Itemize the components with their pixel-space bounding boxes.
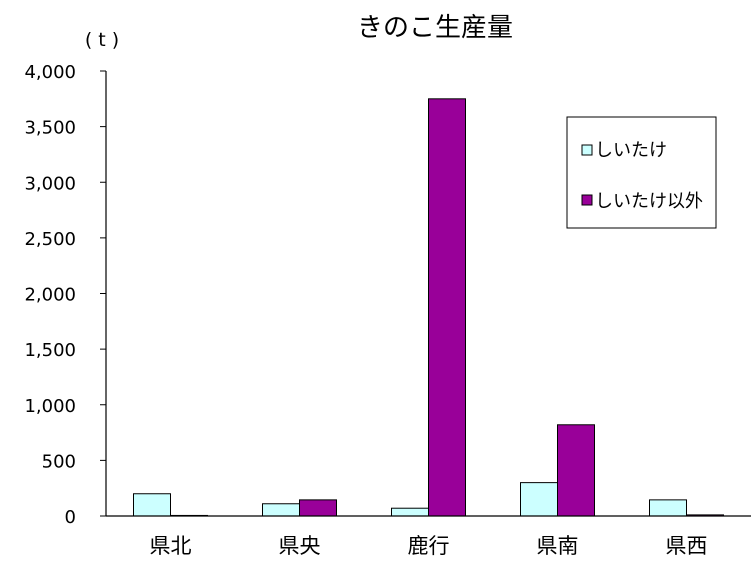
x-tick-label: 県南 (537, 534, 579, 558)
y-tick-label: 4,000 (24, 62, 76, 83)
legend-label-other: しいたけ以外 (595, 191, 703, 212)
legend-swatch-other (581, 194, 593, 206)
x-tick-label: 鹿行 (408, 534, 450, 558)
y-tick-label: 2,000 (24, 285, 76, 306)
y-tick-label: 500 (42, 451, 76, 472)
legend-swatch-shiitake (581, 144, 593, 156)
x-tick-label: 県央 (279, 534, 321, 558)
y-tick-label: 1,000 (24, 396, 76, 417)
x-tick-label: 県西 (666, 534, 708, 558)
legend-box (566, 116, 717, 229)
bar-other-3 (428, 98, 466, 517)
bar-other-2 (299, 499, 337, 517)
y-tick-label: 0 (65, 507, 76, 528)
y-tick-label: 3,000 (24, 173, 76, 194)
bar-shiitake-4 (520, 482, 558, 517)
legend: しいたけ しいたけ以外 (566, 116, 717, 229)
y-tick-label: 1,500 (24, 340, 76, 361)
bar-other-4 (557, 424, 595, 517)
bar-shiitake-2 (262, 503, 300, 517)
bar-shiitake-1 (133, 493, 171, 517)
bar-shiitake-5 (649, 499, 687, 517)
x-axis-ticks: 県北 県央 鹿行 県南 県西 (150, 534, 708, 558)
y-axis-unit-label: ( t ) (85, 29, 119, 51)
y-tick-label: 3,500 (24, 118, 76, 139)
y-tick-label: 2,500 (24, 229, 76, 250)
y-axis-ticks: 0 500 1,000 1,500 2,000 2,500 3,000 3,500 4,000 (24, 62, 106, 528)
bar-shiitake-3 (391, 507, 429, 517)
x-tick-label: 県北 (150, 534, 192, 558)
legend-label-shiitake: しいたけ (595, 140, 667, 161)
bars (133, 98, 724, 517)
chart-title: きのこ生産量 (357, 13, 513, 43)
